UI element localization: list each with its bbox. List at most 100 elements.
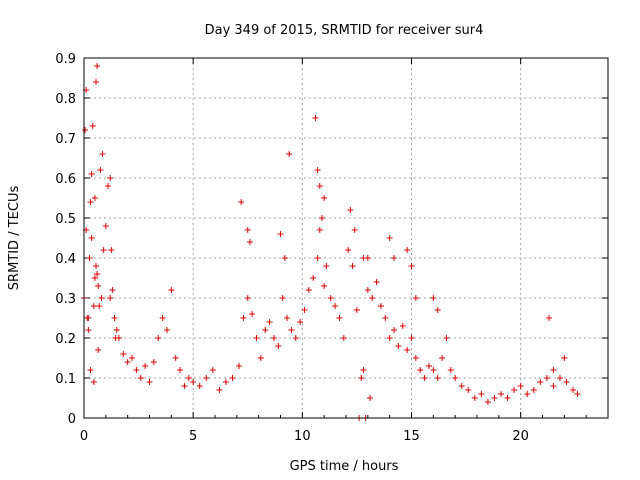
data-point [498, 391, 505, 397]
x-tick-label: 15 [403, 429, 420, 444]
y-tick-label: 0.5 [55, 212, 76, 227]
data-point [177, 367, 184, 373]
data-point [146, 379, 153, 385]
data-point [96, 303, 103, 309]
data-point [511, 387, 518, 393]
data-point [314, 255, 321, 261]
data-point [85, 327, 92, 333]
data-point [367, 395, 374, 401]
data-point [550, 367, 557, 373]
data-point [279, 295, 286, 301]
data-point [434, 375, 441, 381]
data-point [129, 355, 136, 361]
data-point [382, 315, 389, 321]
data-point [107, 175, 114, 181]
data-point [244, 295, 251, 301]
data-point [310, 275, 317, 281]
data-point [471, 395, 478, 401]
chart-title: Day 349 of 2015, SRMTID for receiver sur… [205, 23, 484, 38]
y-tick-label: 0.9 [55, 52, 76, 67]
data-point [229, 375, 236, 381]
data-point [336, 315, 343, 321]
data-point [430, 295, 437, 301]
y-tick-label: 0.8 [55, 92, 76, 107]
data-point [447, 367, 454, 373]
data-point [209, 367, 216, 373]
data-point [404, 247, 411, 253]
data-point [112, 335, 119, 341]
data-point [89, 123, 96, 129]
data-point [168, 287, 175, 293]
data-point [100, 247, 107, 253]
data-point [408, 335, 415, 341]
data-point [321, 195, 328, 201]
data-point [190, 379, 197, 385]
data-point [530, 387, 537, 393]
data-point [391, 327, 398, 333]
data-point [537, 379, 544, 385]
y-tick-label: 0 [68, 412, 76, 427]
data-point [321, 283, 328, 289]
data-point [109, 287, 116, 293]
data-point [91, 195, 98, 201]
data-point [181, 383, 188, 389]
data-point [288, 327, 295, 333]
data-point [253, 335, 260, 341]
axis-ticks: 0 0.1 0.2 0.3 0.4 0.5 0.6 0.7 0.8 0.9 0 5 10 15 20 [55, 52, 609, 444]
data-point [94, 63, 101, 69]
data-point [216, 387, 223, 393]
data-point [133, 367, 140, 373]
data-point [408, 263, 415, 269]
data-point [185, 375, 192, 381]
data-point [222, 379, 229, 385]
data-point [504, 395, 511, 401]
grid [84, 58, 608, 418]
data-point [332, 303, 339, 309]
data-point [266, 319, 273, 325]
data-point [369, 295, 376, 301]
data-point [297, 319, 304, 325]
data-point [318, 215, 325, 221]
data-point [347, 207, 354, 213]
data-point [262, 327, 269, 333]
data-point [386, 235, 393, 241]
data-point [292, 335, 299, 341]
data-point [421, 375, 428, 381]
data-point [85, 315, 92, 321]
data-point [155, 335, 162, 341]
data-point [236, 363, 243, 369]
data-point [159, 315, 166, 321]
data-point [373, 279, 380, 285]
data-point [399, 323, 406, 329]
data-point [286, 151, 293, 157]
data-point [570, 387, 577, 393]
data-point [111, 315, 118, 321]
data-point [113, 327, 120, 333]
data-point [240, 315, 247, 321]
data-point [417, 367, 424, 373]
data-point [281, 255, 288, 261]
y-tick-label: 0.7 [55, 132, 76, 147]
data-point [556, 375, 563, 381]
data-point [94, 271, 101, 277]
data-point [82, 127, 89, 133]
data-point [120, 351, 127, 357]
data-point [87, 199, 94, 205]
data-point [137, 375, 144, 381]
data-point [277, 231, 284, 237]
data-point [93, 79, 100, 85]
data-point [305, 287, 312, 293]
data-point [439, 355, 446, 361]
data-point [312, 115, 319, 121]
y-tick-label: 0.6 [55, 172, 76, 187]
data-point [244, 227, 251, 233]
data-point [491, 395, 498, 401]
data-point [314, 167, 321, 173]
data-point [90, 379, 97, 385]
data-point [395, 343, 402, 349]
data-point [91, 275, 98, 281]
data-point [246, 239, 253, 245]
y-tick-label: 0.2 [55, 332, 76, 347]
data-point [412, 355, 419, 361]
x-tick-label: 5 [189, 429, 197, 444]
